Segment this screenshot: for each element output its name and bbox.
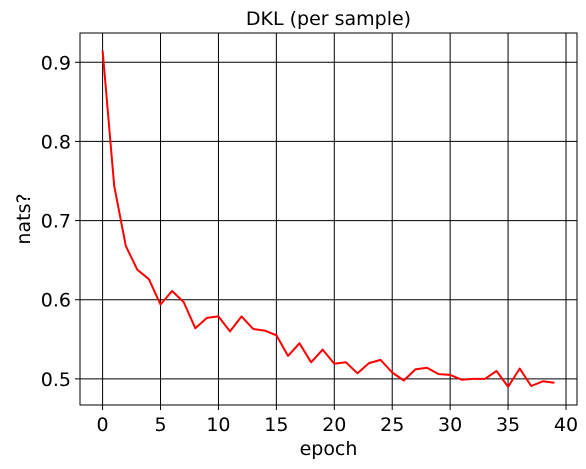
plot-frame <box>79 32 578 406</box>
x-axis-label: epoch <box>300 438 358 460</box>
series-line <box>101 50 555 388</box>
x-axis-ticks: 0 5 10 15 20 25 30 35 40 <box>97 405 578 436</box>
x-tick-label: 20 <box>322 414 346 436</box>
y-tick-label: 0.6 <box>41 290 71 312</box>
x-tick-label: 30 <box>438 414 462 436</box>
chart-title: DKL (per sample) <box>246 8 411 30</box>
x-tick-label: 35 <box>496 414 520 436</box>
y-axis-label: nats? <box>13 193 35 244</box>
y-axis-ticks: 0.5 0.6 0.7 0.8 0.9 <box>41 52 80 391</box>
y-tick-label: 0.5 <box>41 369 71 391</box>
grid-lines <box>80 33 577 405</box>
series-layer <box>101 50 555 388</box>
x-tick-label: 5 <box>154 414 166 436</box>
x-tick-label: 10 <box>206 414 230 436</box>
x-tick-label: 40 <box>554 414 578 436</box>
y-tick-label: 0.7 <box>41 211 71 233</box>
y-tick-label: 0.8 <box>41 131 71 153</box>
y-tick-label: 0.9 <box>41 52 71 74</box>
x-tick-label: 0 <box>97 414 109 436</box>
x-tick-label: 25 <box>380 414 404 436</box>
x-tick-label: 15 <box>264 414 288 436</box>
